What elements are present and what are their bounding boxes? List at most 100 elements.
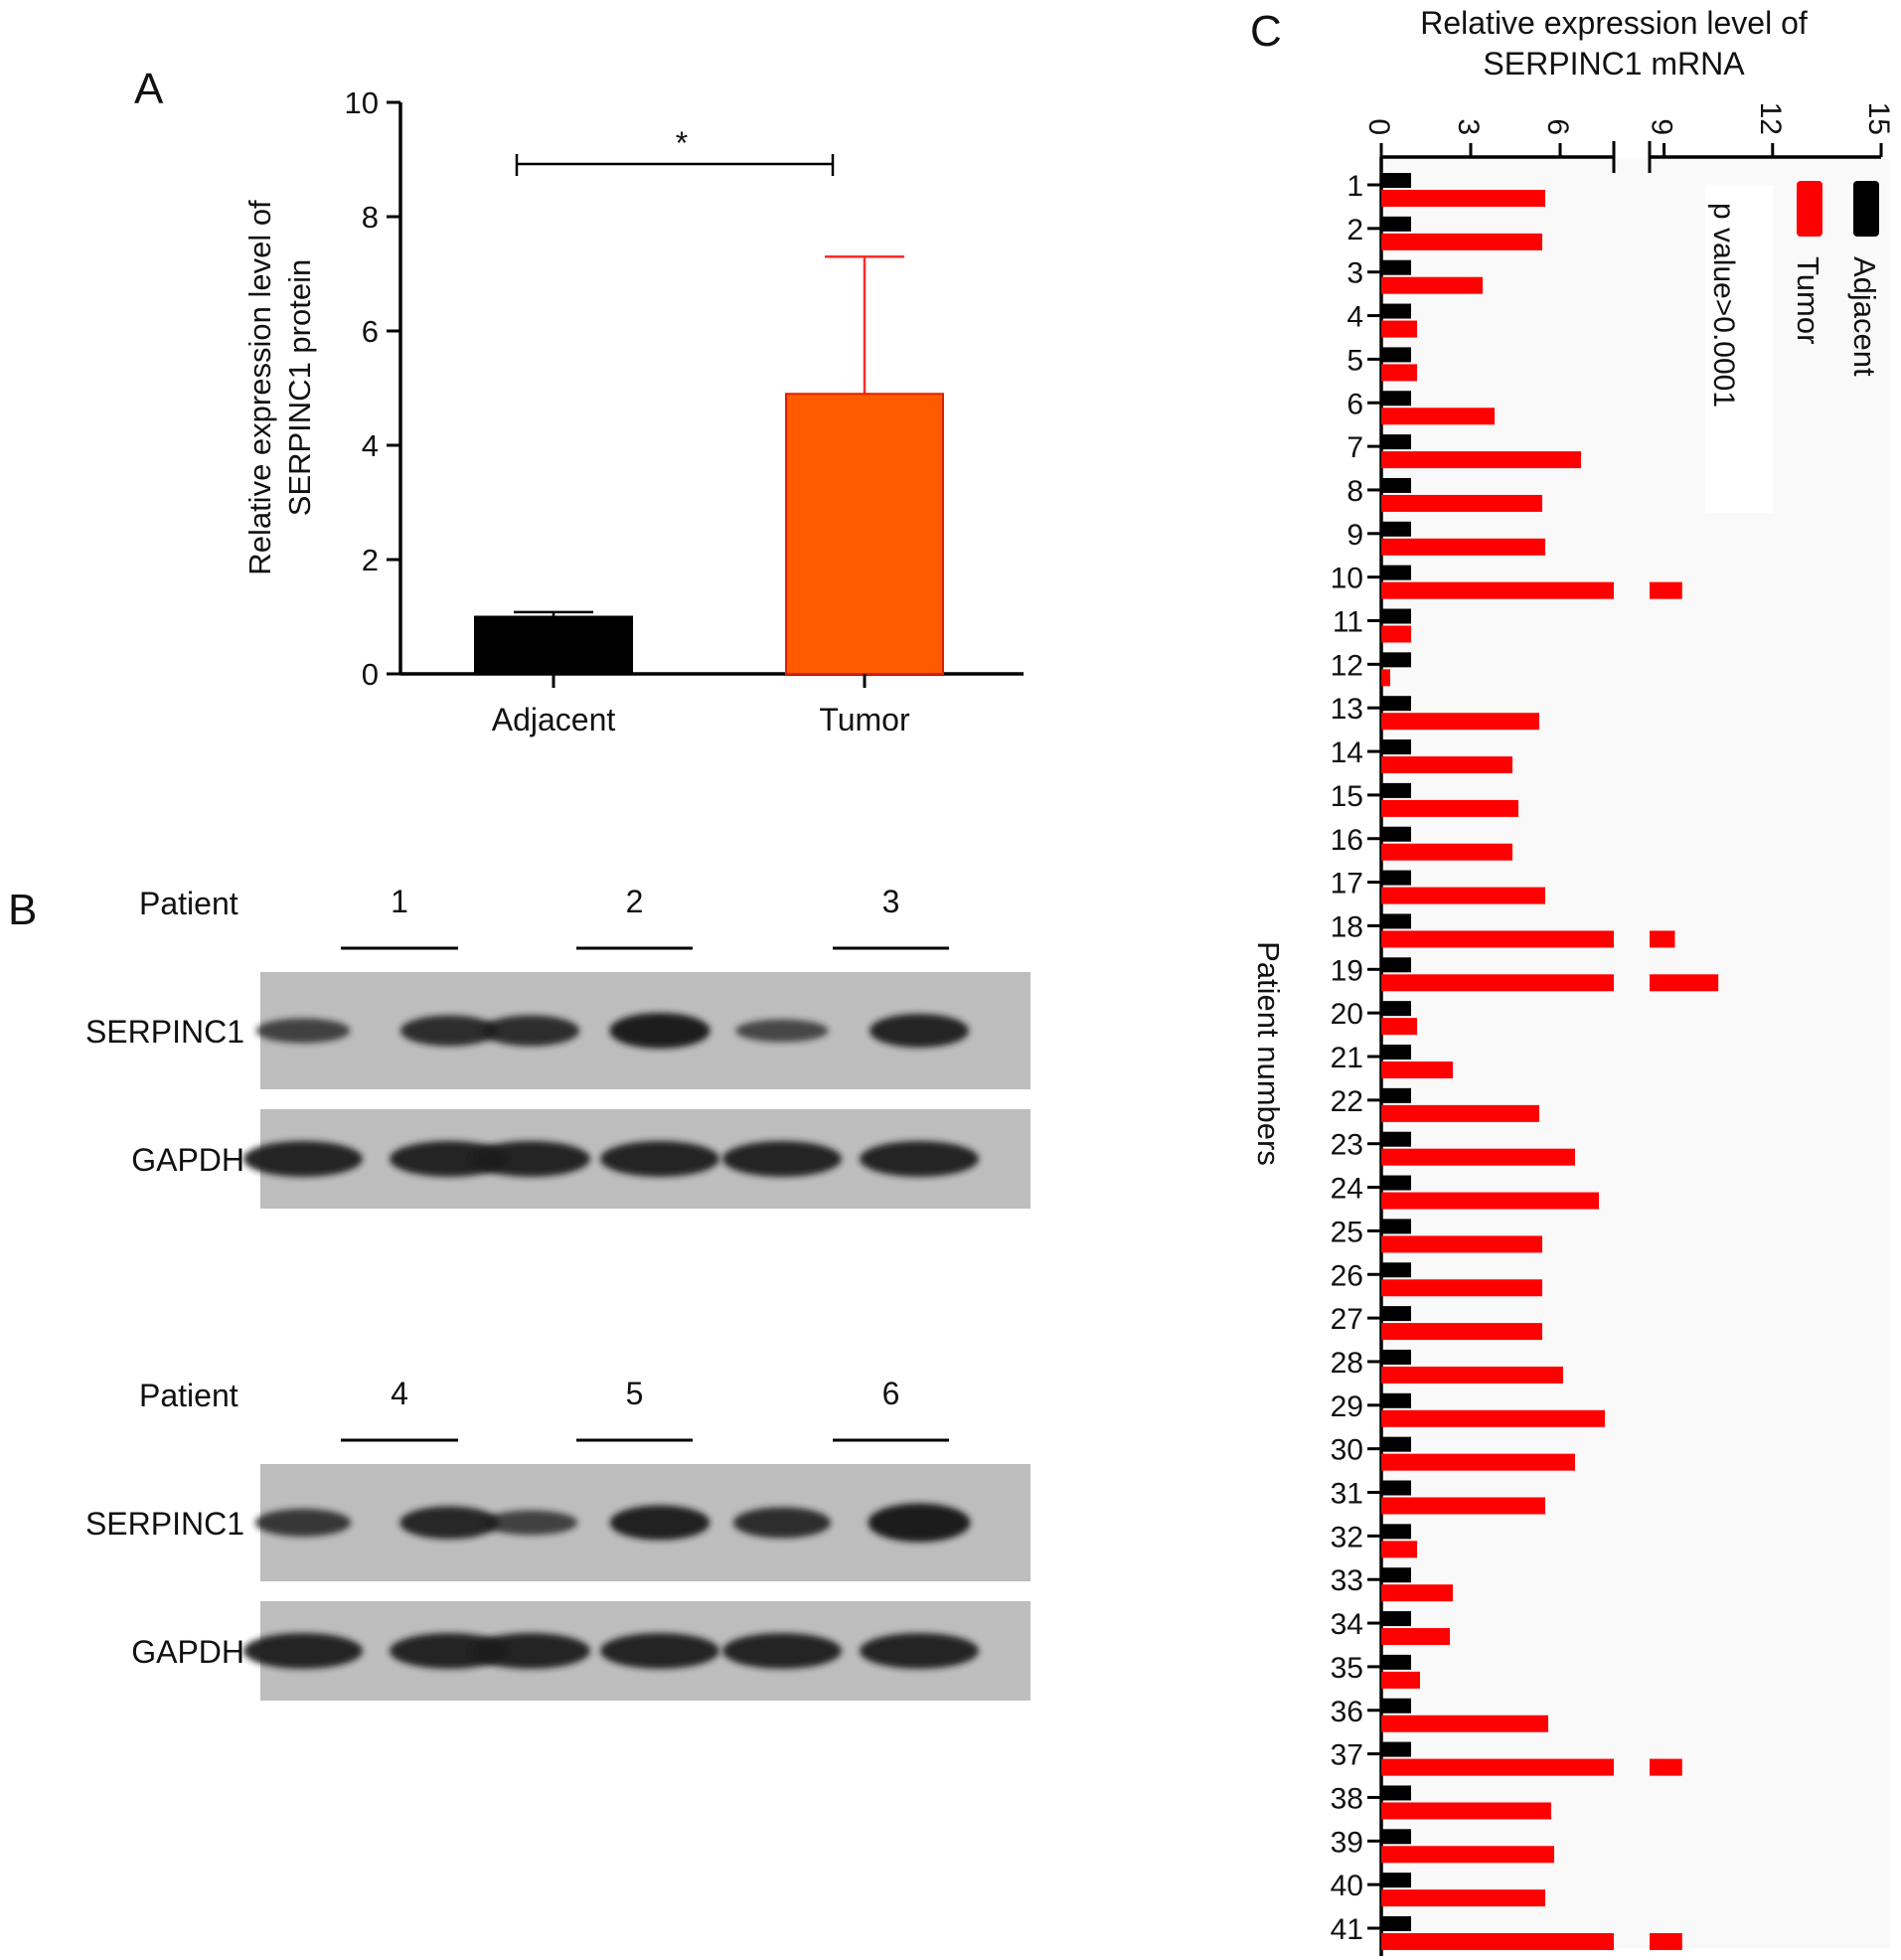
panel-c-title-line-1: Relative expression level of <box>1420 5 1808 41</box>
y-tick-label: 29 <box>1331 1390 1363 1423</box>
bar-tumor <box>1381 1453 1575 1471</box>
bar-adjacent <box>1381 1045 1411 1060</box>
serpinc1-band <box>732 1507 832 1539</box>
patient-number: 4 <box>391 1376 408 1411</box>
bar-adjacent <box>474 615 633 675</box>
patient-number: 5 <box>626 1376 644 1411</box>
y-tick-label: 40 <box>1331 1870 1363 1902</box>
bar-adjacent <box>1381 913 1411 929</box>
patient-label: Patient <box>139 1378 238 1413</box>
bar-adjacent <box>1381 259 1411 275</box>
bar-tumor <box>1381 799 1518 817</box>
bar-tumor-beyond-break <box>1650 581 1682 599</box>
serpinc1-band <box>870 1014 969 1048</box>
bar-tumor <box>1381 1366 1563 1384</box>
bar-adjacent <box>1381 1087 1411 1103</box>
bar-tumor <box>1381 625 1411 643</box>
y-tick-label: 6 <box>1347 388 1363 420</box>
plot-background <box>1383 159 1890 1948</box>
bar-tumor <box>1381 887 1545 904</box>
bar-adjacent <box>1381 391 1411 407</box>
legend-label-tumor: Tumor <box>1791 256 1825 344</box>
bar-adjacent <box>1381 870 1411 886</box>
y-tick-label: 7 <box>1347 431 1363 464</box>
bar-tumor-beyond-break <box>1650 974 1719 992</box>
gapdh-row-label: GAPDH <box>131 1142 244 1178</box>
y-tick-label: 4 <box>1347 301 1363 334</box>
serpinc1-band <box>481 1015 580 1047</box>
bar-adjacent <box>1381 1480 1411 1496</box>
bar-adjacent <box>1381 521 1411 537</box>
bar-adjacent <box>1381 477 1411 493</box>
gapdh-band <box>860 1141 979 1177</box>
bar-adjacent <box>1381 1349 1411 1365</box>
x-tick-label: 9 <box>1646 118 1678 135</box>
y-tick-label: 31 <box>1331 1478 1363 1511</box>
bar-tumor <box>1381 1846 1554 1864</box>
bar-tumor <box>1381 190 1545 207</box>
panel-b-western-blot: Patient 1 2 3 SERPINC1 GAPDH Patient 4 5 6 SERPINC… <box>85 884 1030 1701</box>
y-tick-label: 38 <box>1331 1782 1363 1815</box>
y-tick-label: 28 <box>1331 1347 1363 1380</box>
y-tick-label: 15 <box>1331 780 1363 813</box>
bar-adjacent <box>1381 1567 1411 1583</box>
bar-adjacent <box>1381 1698 1411 1714</box>
gapdh-band <box>243 1141 363 1177</box>
y-tick-label: 33 <box>1331 1564 1363 1597</box>
bar-adjacent <box>1381 347 1411 363</box>
bar-tumor <box>1381 1933 1614 1950</box>
bar-tumor <box>1381 1497 1545 1515</box>
bar-tumor <box>1381 494 1542 512</box>
bar-adjacent <box>1381 1436 1411 1452</box>
bar-adjacent <box>1381 173 1411 188</box>
serpinc1-band <box>399 1506 499 1540</box>
bar-tumor-beyond-break <box>1650 1758 1682 1776</box>
bar-adjacent <box>1381 1219 1411 1234</box>
y-tick-label: 21 <box>1331 1042 1363 1074</box>
x-tick-label: 15 <box>1862 102 1895 135</box>
y-tick-label: 20 <box>1331 998 1363 1031</box>
bar-adjacent <box>1381 1829 1411 1845</box>
gapdh-row-label: GAPDH <box>131 1634 244 1670</box>
bar-adjacent <box>1381 1611 1411 1627</box>
panel-c-title-line-2: SERPINC1 mRNA <box>1483 46 1745 82</box>
bar-adjacent <box>1381 782 1411 798</box>
bar-adjacent <box>1381 216 1411 232</box>
y-tick-label: 39 <box>1331 1826 1363 1859</box>
gapdh-band <box>722 1633 842 1669</box>
serpinc1-band <box>254 1509 352 1537</box>
gapdh-band <box>722 1141 842 1177</box>
bar-tumor <box>1381 1758 1614 1776</box>
bar-adjacent <box>1381 434 1411 450</box>
x-tick-label: 0 <box>1362 118 1395 135</box>
bar-tumor <box>1381 451 1581 469</box>
y-tick-label: 3 <box>1347 257 1363 290</box>
y-tick-label: 2 <box>362 543 379 577</box>
gapdh-band <box>390 1633 509 1669</box>
bar-tumor <box>785 393 944 675</box>
bar-tumor <box>1381 276 1483 294</box>
legend-label-adjacent: Adjacent <box>1847 256 1882 377</box>
y-tick-label: 6 <box>362 314 379 349</box>
y-tick-label: 22 <box>1331 1085 1363 1118</box>
patient-number: 3 <box>882 884 900 919</box>
bar-tumor <box>1381 930 1614 948</box>
bar-tumor <box>1381 1104 1539 1122</box>
bar-tumor <box>1381 408 1495 425</box>
serpinc1-band <box>609 1013 711 1049</box>
bar-tumor <box>1381 1584 1453 1602</box>
y-tick-label: 8 <box>362 200 379 235</box>
bar-tumor-beyond-break <box>1650 930 1675 948</box>
y-tick-label: 36 <box>1331 1696 1363 1728</box>
significance-marker: * <box>676 125 688 161</box>
bar-adjacent <box>1381 1306 1411 1322</box>
y-tick-label: 11 <box>1333 606 1363 639</box>
bar-tumor <box>1381 233 1542 250</box>
bar-tumor <box>1381 756 1512 774</box>
bar-adjacent <box>1381 957 1411 973</box>
bar-adjacent <box>1381 1392 1411 1408</box>
y-axis-title-line-1: Relative expression level of <box>242 200 277 575</box>
y-tick-label: 41 <box>1331 1913 1363 1946</box>
bar-adjacent <box>1381 1785 1411 1801</box>
patient-label: Patient <box>139 886 238 921</box>
